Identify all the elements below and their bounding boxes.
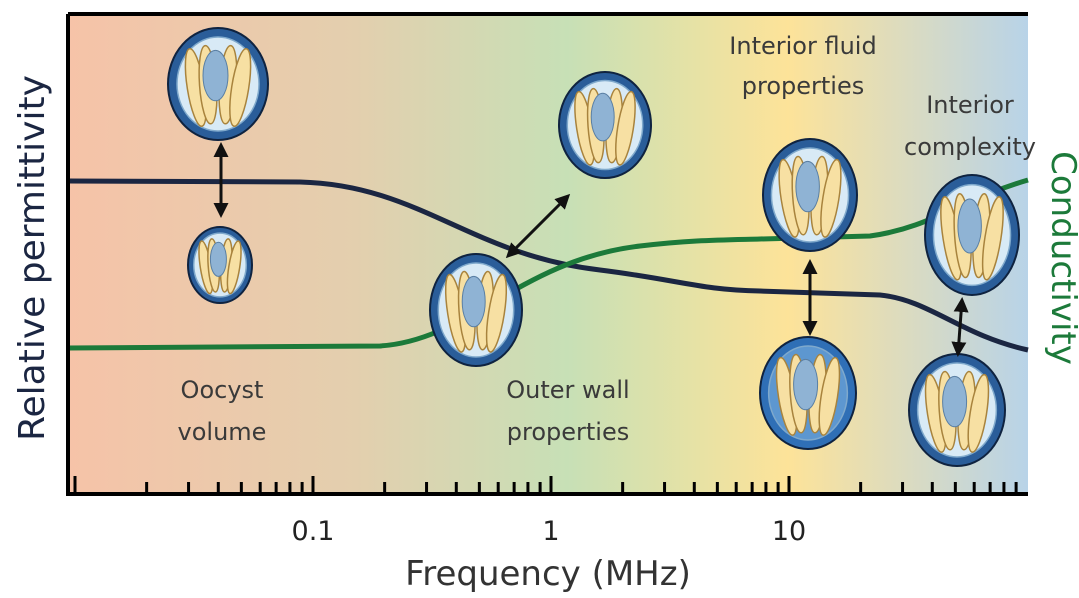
x-axis-label: Frequency (MHz)	[405, 554, 691, 594]
cell	[168, 28, 268, 140]
nucleus	[203, 50, 228, 100]
x-tick-label: 1	[542, 516, 559, 547]
cell	[760, 337, 856, 449]
nucleus	[591, 93, 614, 141]
annotation: complexity	[904, 133, 1036, 161]
nucleus	[943, 376, 967, 426]
cell	[559, 72, 651, 178]
cell	[909, 354, 1005, 466]
cell	[925, 175, 1019, 295]
annotation: properties	[742, 72, 864, 100]
cell	[763, 139, 857, 251]
annotation: volume	[178, 418, 267, 446]
diagram: 0.1 1 10 Frequency (MHz) Relative permit…	[0, 0, 1079, 594]
annotation: properties	[507, 418, 629, 446]
nucleus	[796, 161, 820, 211]
cell	[430, 254, 522, 366]
annotation: Outer wall	[506, 376, 629, 404]
x-tick-label: 0.1	[292, 516, 335, 547]
y-axis-label: Relative permittivity	[12, 75, 53, 441]
y2-axis-label: Conductivity	[1043, 151, 1079, 365]
nucleus	[462, 276, 485, 326]
cell	[188, 227, 252, 303]
annotation: Oocyst	[181, 376, 264, 404]
nucleus	[210, 242, 226, 276]
x-tick-label: 10	[772, 516, 806, 547]
nucleus	[958, 199, 982, 253]
annotation: Interior fluid	[729, 32, 876, 60]
annotation: Interior	[926, 91, 1014, 119]
nucleus	[794, 359, 818, 409]
